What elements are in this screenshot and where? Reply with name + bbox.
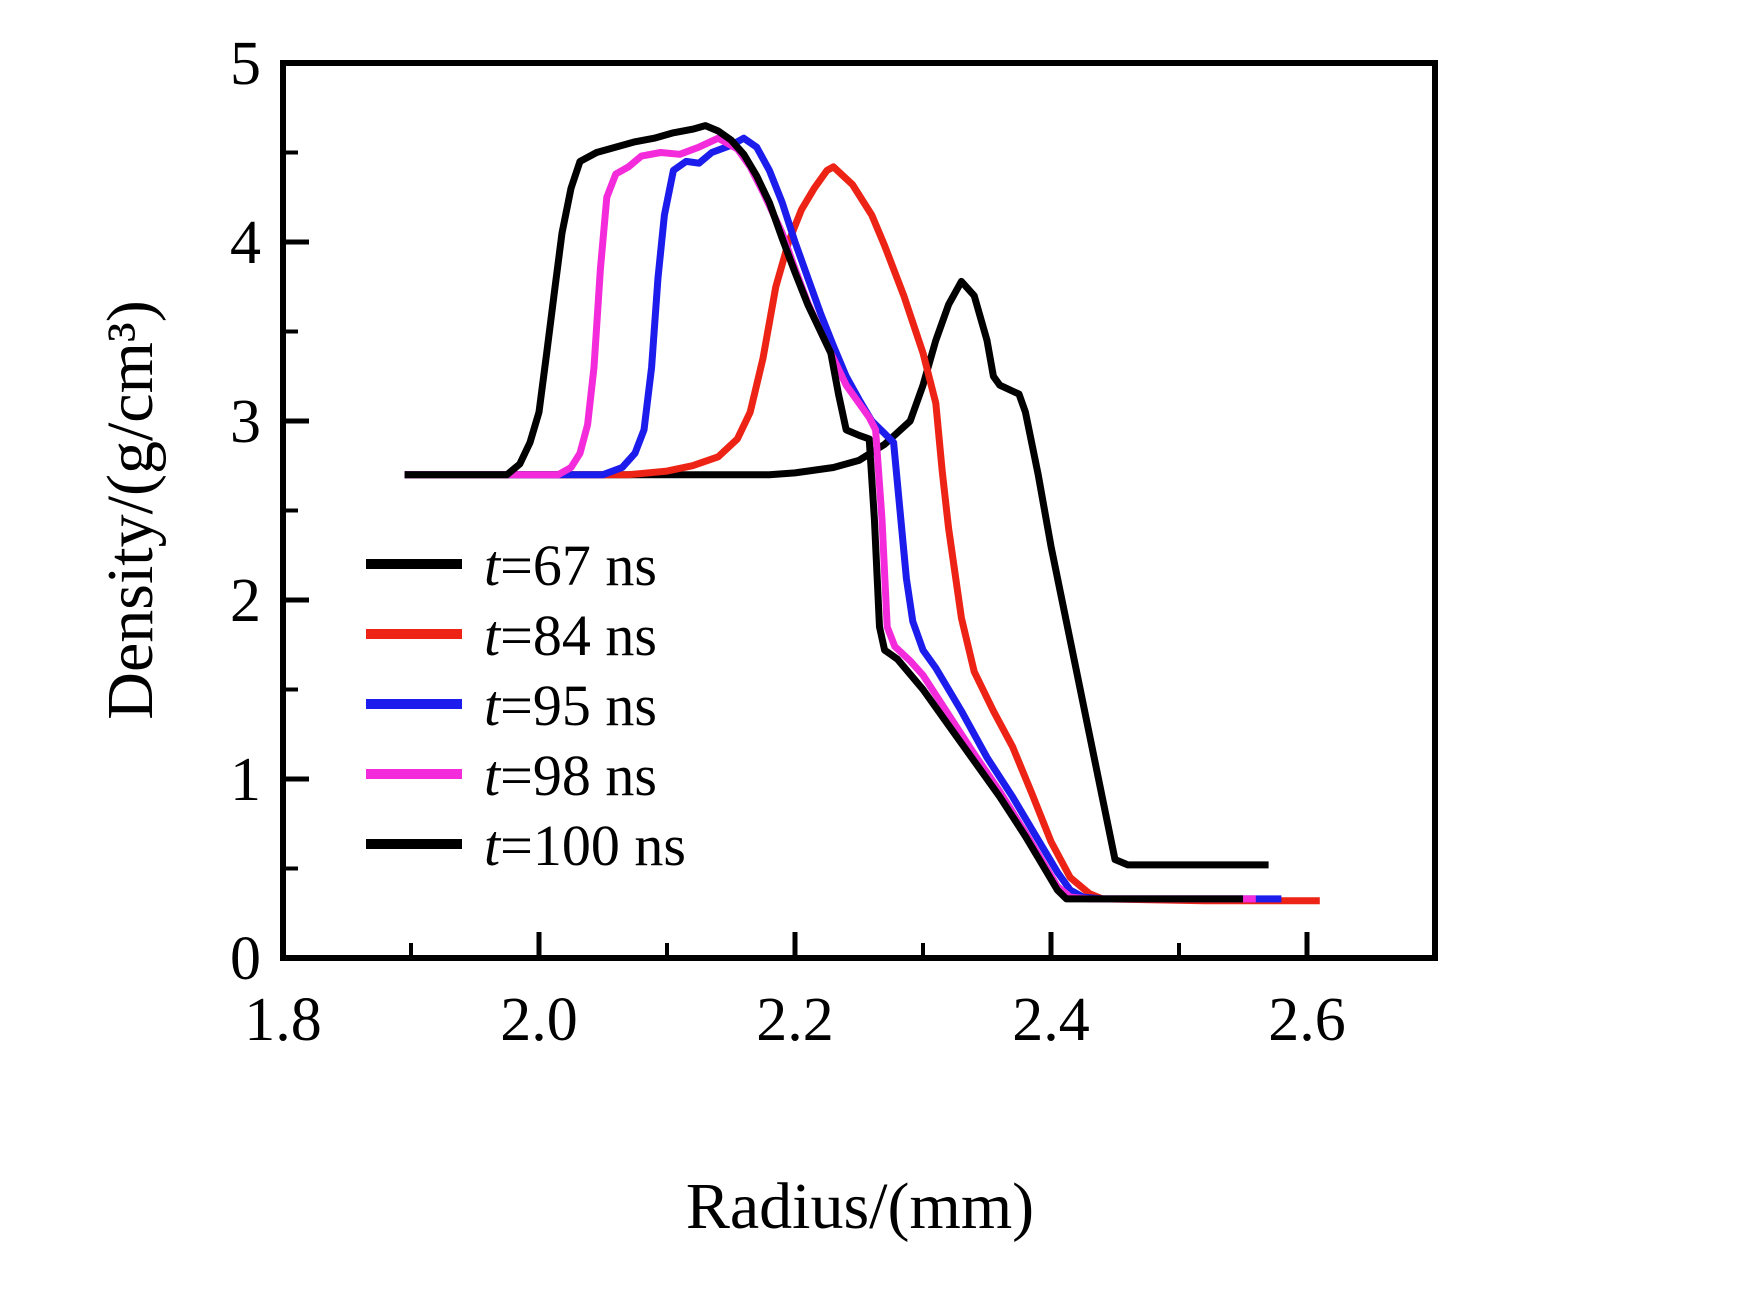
x-tick-label: 2.4: [1012, 986, 1090, 1054]
x-axis-label: Radius/(mm): [686, 1170, 1034, 1243]
y-tick-label: 1: [230, 746, 261, 814]
legend: t=67 nst=84 nst=95 nst=98 nst=100 ns: [366, 533, 686, 878]
x-tick-label: 2.0: [500, 986, 578, 1054]
x-tick-label: 2.6: [1268, 986, 1346, 1054]
curve-t95: [404, 134, 1282, 903]
y-tick-label: 0: [230, 925, 261, 993]
x-tick-label: 2.2: [756, 986, 834, 1054]
y-axis-label: Density/(g/cm³): [94, 300, 167, 719]
legend-label-t100: t=100 ns: [484, 813, 686, 878]
legend-label-t84: t=84 ns: [484, 603, 657, 668]
series-lines: [404, 122, 1320, 905]
legend-label-t67: t=67 ns: [484, 533, 657, 598]
legend-label-t95: t=95 ns: [484, 673, 657, 738]
y-tick-label: 5: [230, 30, 261, 98]
curve-t84: [404, 163, 1320, 905]
x-tick-label: 1.8: [244, 986, 322, 1054]
legend-label-t98: t=98 ns: [484, 743, 657, 808]
y-tick-label: 3: [230, 388, 261, 456]
y-tick-label: 2: [230, 567, 261, 635]
y-tick-label: 4: [230, 209, 261, 277]
curve-t67: [404, 277, 1269, 869]
axes: 1.8 2.0 2.2 2.4 2.6 0 1 2 3 4 5: [230, 30, 1438, 1054]
curve-t100: [404, 122, 1243, 903]
